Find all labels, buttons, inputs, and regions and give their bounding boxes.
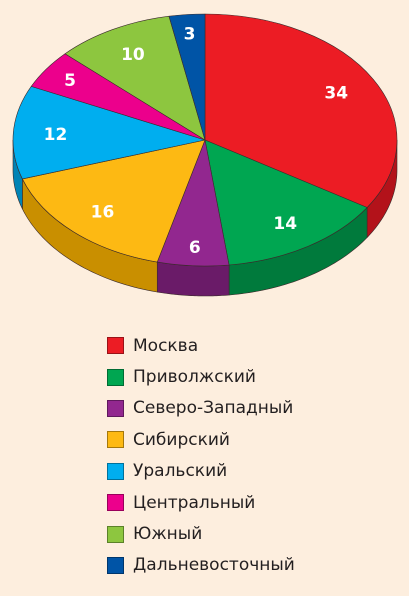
legend-label: Уральский — [133, 461, 228, 482]
legend-item: Сибирский — [107, 424, 295, 455]
legend-item: Приволжский — [107, 361, 295, 392]
legend-swatch — [107, 494, 124, 512]
legend-label: Южный — [133, 524, 203, 545]
pie-slice-6 — [64, 15, 206, 141]
legend-item: Южный — [107, 518, 295, 549]
legend-label: Сибирский — [133, 429, 230, 450]
legend-item: Москва — [107, 330, 295, 361]
slice-value-label-7: 3 — [184, 24, 196, 44]
legend-swatch — [107, 337, 124, 355]
slice-value-label-2: 6 — [189, 238, 201, 258]
chart-legend: Москва Приволжский Северо-Западный Сибирски… — [107, 330, 295, 581]
legend-label: Москва — [133, 335, 199, 356]
legend-swatch — [107, 431, 124, 449]
legend-label: Центральный — [133, 492, 256, 513]
legend-label: Северо-Западный — [133, 398, 294, 419]
pie-value-labels: 34 14 6 16 12 5 10 3 — [44, 24, 349, 258]
pie-slice-1 — [204, 139, 368, 266]
legend-swatch — [107, 462, 124, 480]
slice-value-label-6: 10 — [121, 45, 145, 65]
legend-item: Северо-Западный — [107, 393, 295, 424]
legend-swatch — [107, 399, 124, 417]
legend-swatch — [107, 525, 124, 543]
legend-item: Уральский — [107, 456, 295, 487]
legend-swatch — [107, 556, 124, 574]
slice-value-label-4: 12 — [44, 125, 68, 145]
pie-slice-3 — [22, 139, 206, 263]
slice-value-label-1: 14 — [273, 214, 297, 234]
pie-side-2 — [156, 261, 230, 297]
legend-item: Дальневосточный — [107, 550, 295, 581]
slice-value-label-0: 34 — [324, 84, 348, 104]
pie-slice-7 — [168, 13, 206, 141]
slice-value-label-3: 16 — [91, 203, 115, 223]
legend-label: Приволжский — [133, 367, 256, 388]
legend-item: Центральный — [107, 487, 295, 518]
legend-label: Дальневосточный — [133, 555, 295, 576]
pie-slices — [12, 13, 398, 267]
pie-slice-4 — [12, 86, 206, 180]
pie-slice-0 — [204, 13, 398, 208]
legend-swatch — [107, 368, 124, 386]
slice-value-label-5: 5 — [64, 71, 76, 91]
